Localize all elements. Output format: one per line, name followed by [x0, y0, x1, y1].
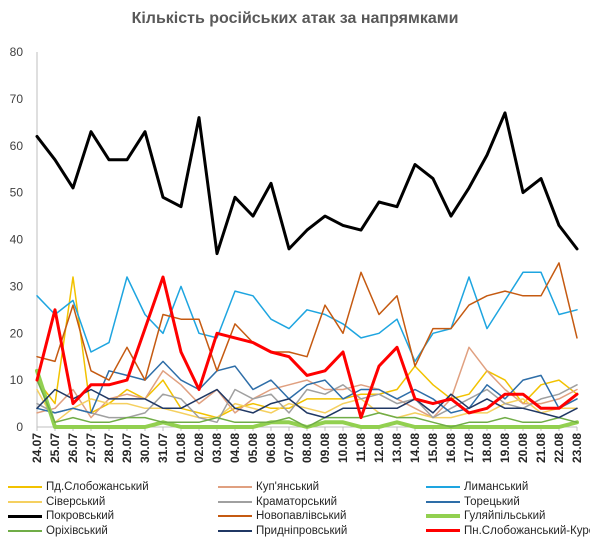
legend-label: Лиманський	[464, 481, 529, 493]
y-tick-label: 0	[16, 420, 23, 434]
legend-swatch	[426, 500, 460, 503]
series-line	[36, 271, 578, 363]
y-tick-label: 60	[10, 139, 24, 153]
x-tick-label: 09.08	[318, 433, 332, 463]
x-tick-label: 14.08	[408, 433, 422, 463]
y-tick-label: 10	[10, 373, 24, 387]
series-line	[35, 275, 579, 420]
x-tick-label: 02.08	[192, 433, 206, 463]
legend: Пд.Слобожанський Куп'янський Лиманський Сів…	[8, 480, 590, 538]
x-tick-label: 06.08	[264, 433, 278, 463]
x-tick-label: 26.07	[66, 433, 80, 463]
x-tick-label: 27.07	[84, 433, 98, 463]
x-tick-label: 17.08	[462, 433, 476, 463]
x-tick-label: 04.08	[228, 433, 242, 463]
x-tick-label: 15.08	[426, 433, 440, 463]
legend-label: Пд.Слобожанський	[46, 481, 149, 493]
legend-label: Куп'янський	[256, 481, 320, 493]
legend-label: Оріхівський	[46, 524, 108, 537]
legend-item: Краматорський	[218, 495, 337, 509]
legend-item: Пн.Слобожанський-Курський	[426, 524, 590, 538]
x-tick-label: 21.08	[534, 433, 548, 463]
legend-swatch	[218, 486, 252, 488]
legend-swatch	[8, 486, 42, 488]
x-tick-label: 12.08	[372, 433, 386, 463]
x-tick-label: 20.08	[516, 433, 530, 463]
legend-label: Торецький	[464, 495, 520, 508]
legend-label: Гуляйпільський	[464, 510, 546, 522]
legend-label: Пн.Слобожанський-Курський	[464, 524, 590, 537]
legend-item: Оріхівський	[8, 524, 108, 538]
x-tick-label: 10.08	[336, 433, 350, 463]
x-tick-label: 08.08	[300, 433, 314, 463]
x-tick-label: 01.08	[174, 433, 188, 463]
legend-label: Краматорський	[256, 495, 338, 508]
x-tick-label: 29.07	[120, 433, 134, 463]
legend-swatch	[8, 529, 42, 532]
y-tick-label: 20	[10, 326, 24, 340]
x-tick-label: 19.08	[498, 433, 512, 463]
x-tick-label: 16.08	[444, 433, 458, 463]
legend-item: Торецький	[426, 495, 520, 509]
series-line	[36, 360, 578, 414]
legend-label: Сіверський	[46, 495, 106, 508]
legend-swatch	[8, 514, 42, 518]
legend-item: Придніпровський	[218, 524, 347, 538]
x-tick-label: 30.07	[138, 433, 152, 463]
y-tick-label: 30	[10, 279, 24, 293]
legend-swatch	[426, 514, 460, 518]
x-tick-label: 07.08	[282, 433, 296, 463]
y-tick-label: 80	[10, 45, 24, 59]
series-line	[36, 346, 578, 419]
series-line	[36, 262, 578, 381]
x-tick-label: 28.07	[102, 433, 116, 463]
chart-title: Кількість російських атак за напрямками	[131, 10, 459, 27]
legend-swatch	[8, 500, 42, 503]
series-line	[36, 388, 578, 424]
y-tick-label: 40	[10, 233, 24, 247]
x-tick-label: 18.08	[480, 433, 494, 463]
legend-item: Сіверський	[8, 495, 105, 509]
legend-label: Новопавлівський	[256, 510, 347, 522]
series-line	[36, 379, 578, 428]
legend-item: Покровський	[8, 509, 114, 523]
legend-item: Пд.Слобожанський	[8, 480, 149, 494]
legend-item: Лиманський	[426, 480, 528, 494]
series-line	[36, 388, 578, 419]
legend-item: Новопавлівський	[218, 509, 346, 523]
x-tick-label: 03.08	[210, 433, 224, 463]
legend-swatch	[426, 529, 460, 532]
x-tick-label: 24.07	[30, 433, 44, 463]
y-tick-label: 50	[10, 186, 24, 200]
y-tick-label: 70	[10, 92, 24, 106]
x-tick-label: 05.08	[246, 433, 260, 463]
x-tick-label: 13.08	[390, 433, 404, 463]
x-tick-label: 31.07	[156, 433, 170, 463]
legend-swatch	[218, 500, 252, 503]
x-tick-label: 23.08	[570, 433, 584, 463]
legend-swatch	[218, 515, 252, 517]
legend-item: Куп'янський	[218, 480, 319, 494]
x-tick-label: 11.08	[354, 433, 368, 463]
x-tick-label: 22.08	[552, 433, 566, 463]
legend-label: Покровський	[46, 510, 115, 522]
legend-label: Придніпровський	[256, 524, 348, 537]
legend-item: Гуляйпільський	[426, 509, 545, 523]
legend-swatch	[218, 529, 252, 532]
x-tick-label: 25.07	[48, 433, 62, 463]
plot-area: 0 10 20 30 40 50 60 70 80 24.07 25.07 26.07 27.07 28.…	[10, 45, 584, 463]
legend-swatch	[426, 486, 460, 488]
series-line	[35, 111, 579, 256]
